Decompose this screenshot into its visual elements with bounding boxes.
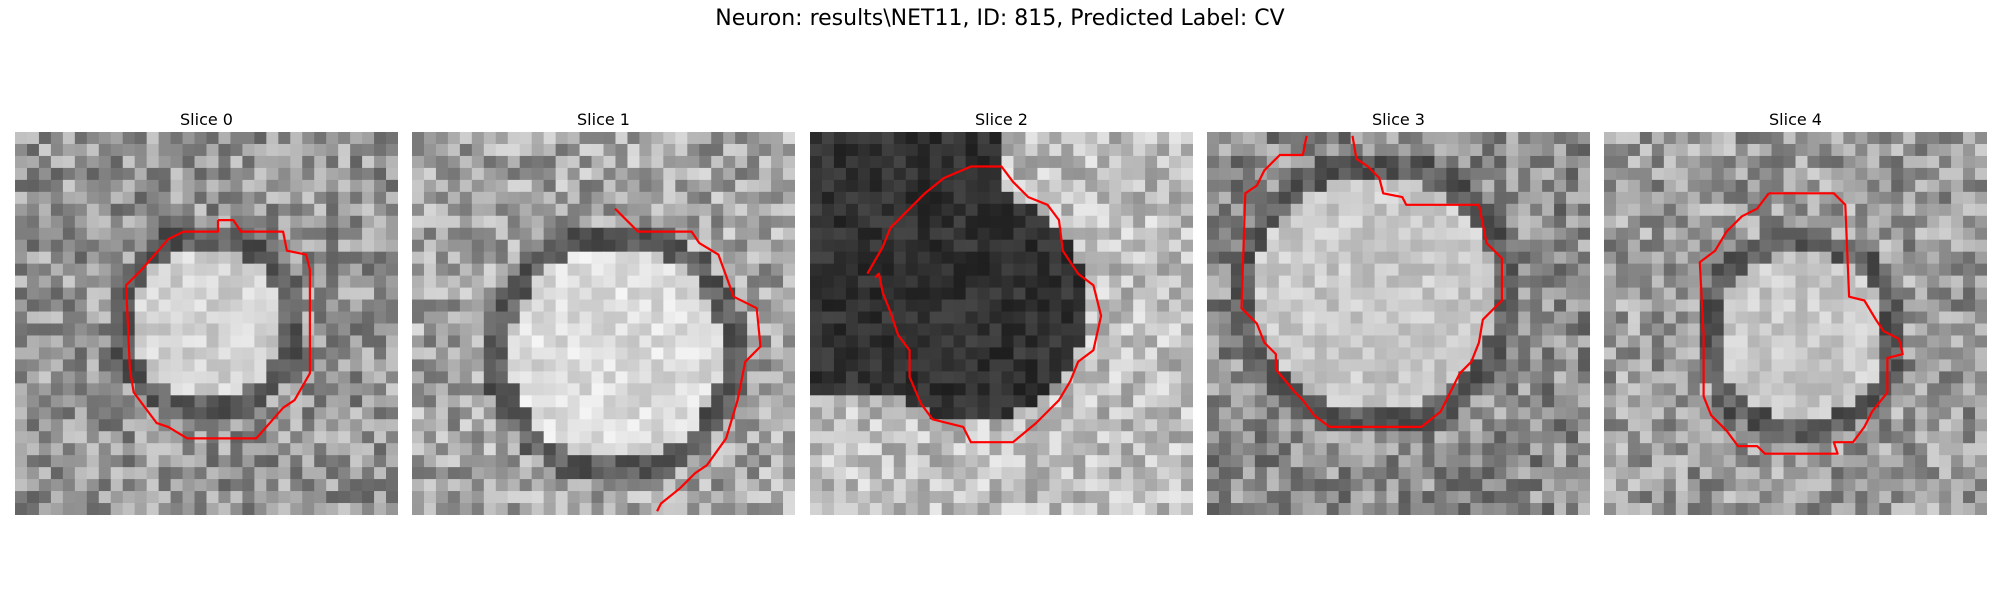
slice-image (412, 132, 795, 515)
contour-line (866, 165, 1103, 444)
slice-image (1207, 132, 1590, 515)
contour-line (1698, 192, 1904, 455)
slice-panel-1: Slice 1 (412, 108, 795, 515)
contour-line (124, 218, 311, 440)
slice-title: Slice 2 (975, 110, 1028, 129)
figure-title: Neuron: results\NET11, ID: 815, Predicte… (715, 6, 1285, 31)
slice-title: Slice 0 (180, 110, 233, 129)
slice-panel-0: Slice 0 (15, 108, 398, 515)
contour-line (1240, 135, 1503, 428)
slice-panel-3: Slice 3 (1207, 108, 1590, 515)
slice-image (1604, 132, 1987, 515)
slice-title: Slice 1 (577, 110, 630, 129)
slice-title: Slice 4 (1769, 110, 1822, 129)
slice-panel-4: Slice 4 (1604, 108, 1987, 515)
slice-image (810, 132, 1193, 515)
contour-line (614, 207, 762, 512)
slice-panel-2: Slice 2 (810, 108, 1193, 515)
slice-image (15, 132, 398, 515)
slice-title: Slice 3 (1372, 110, 1425, 129)
